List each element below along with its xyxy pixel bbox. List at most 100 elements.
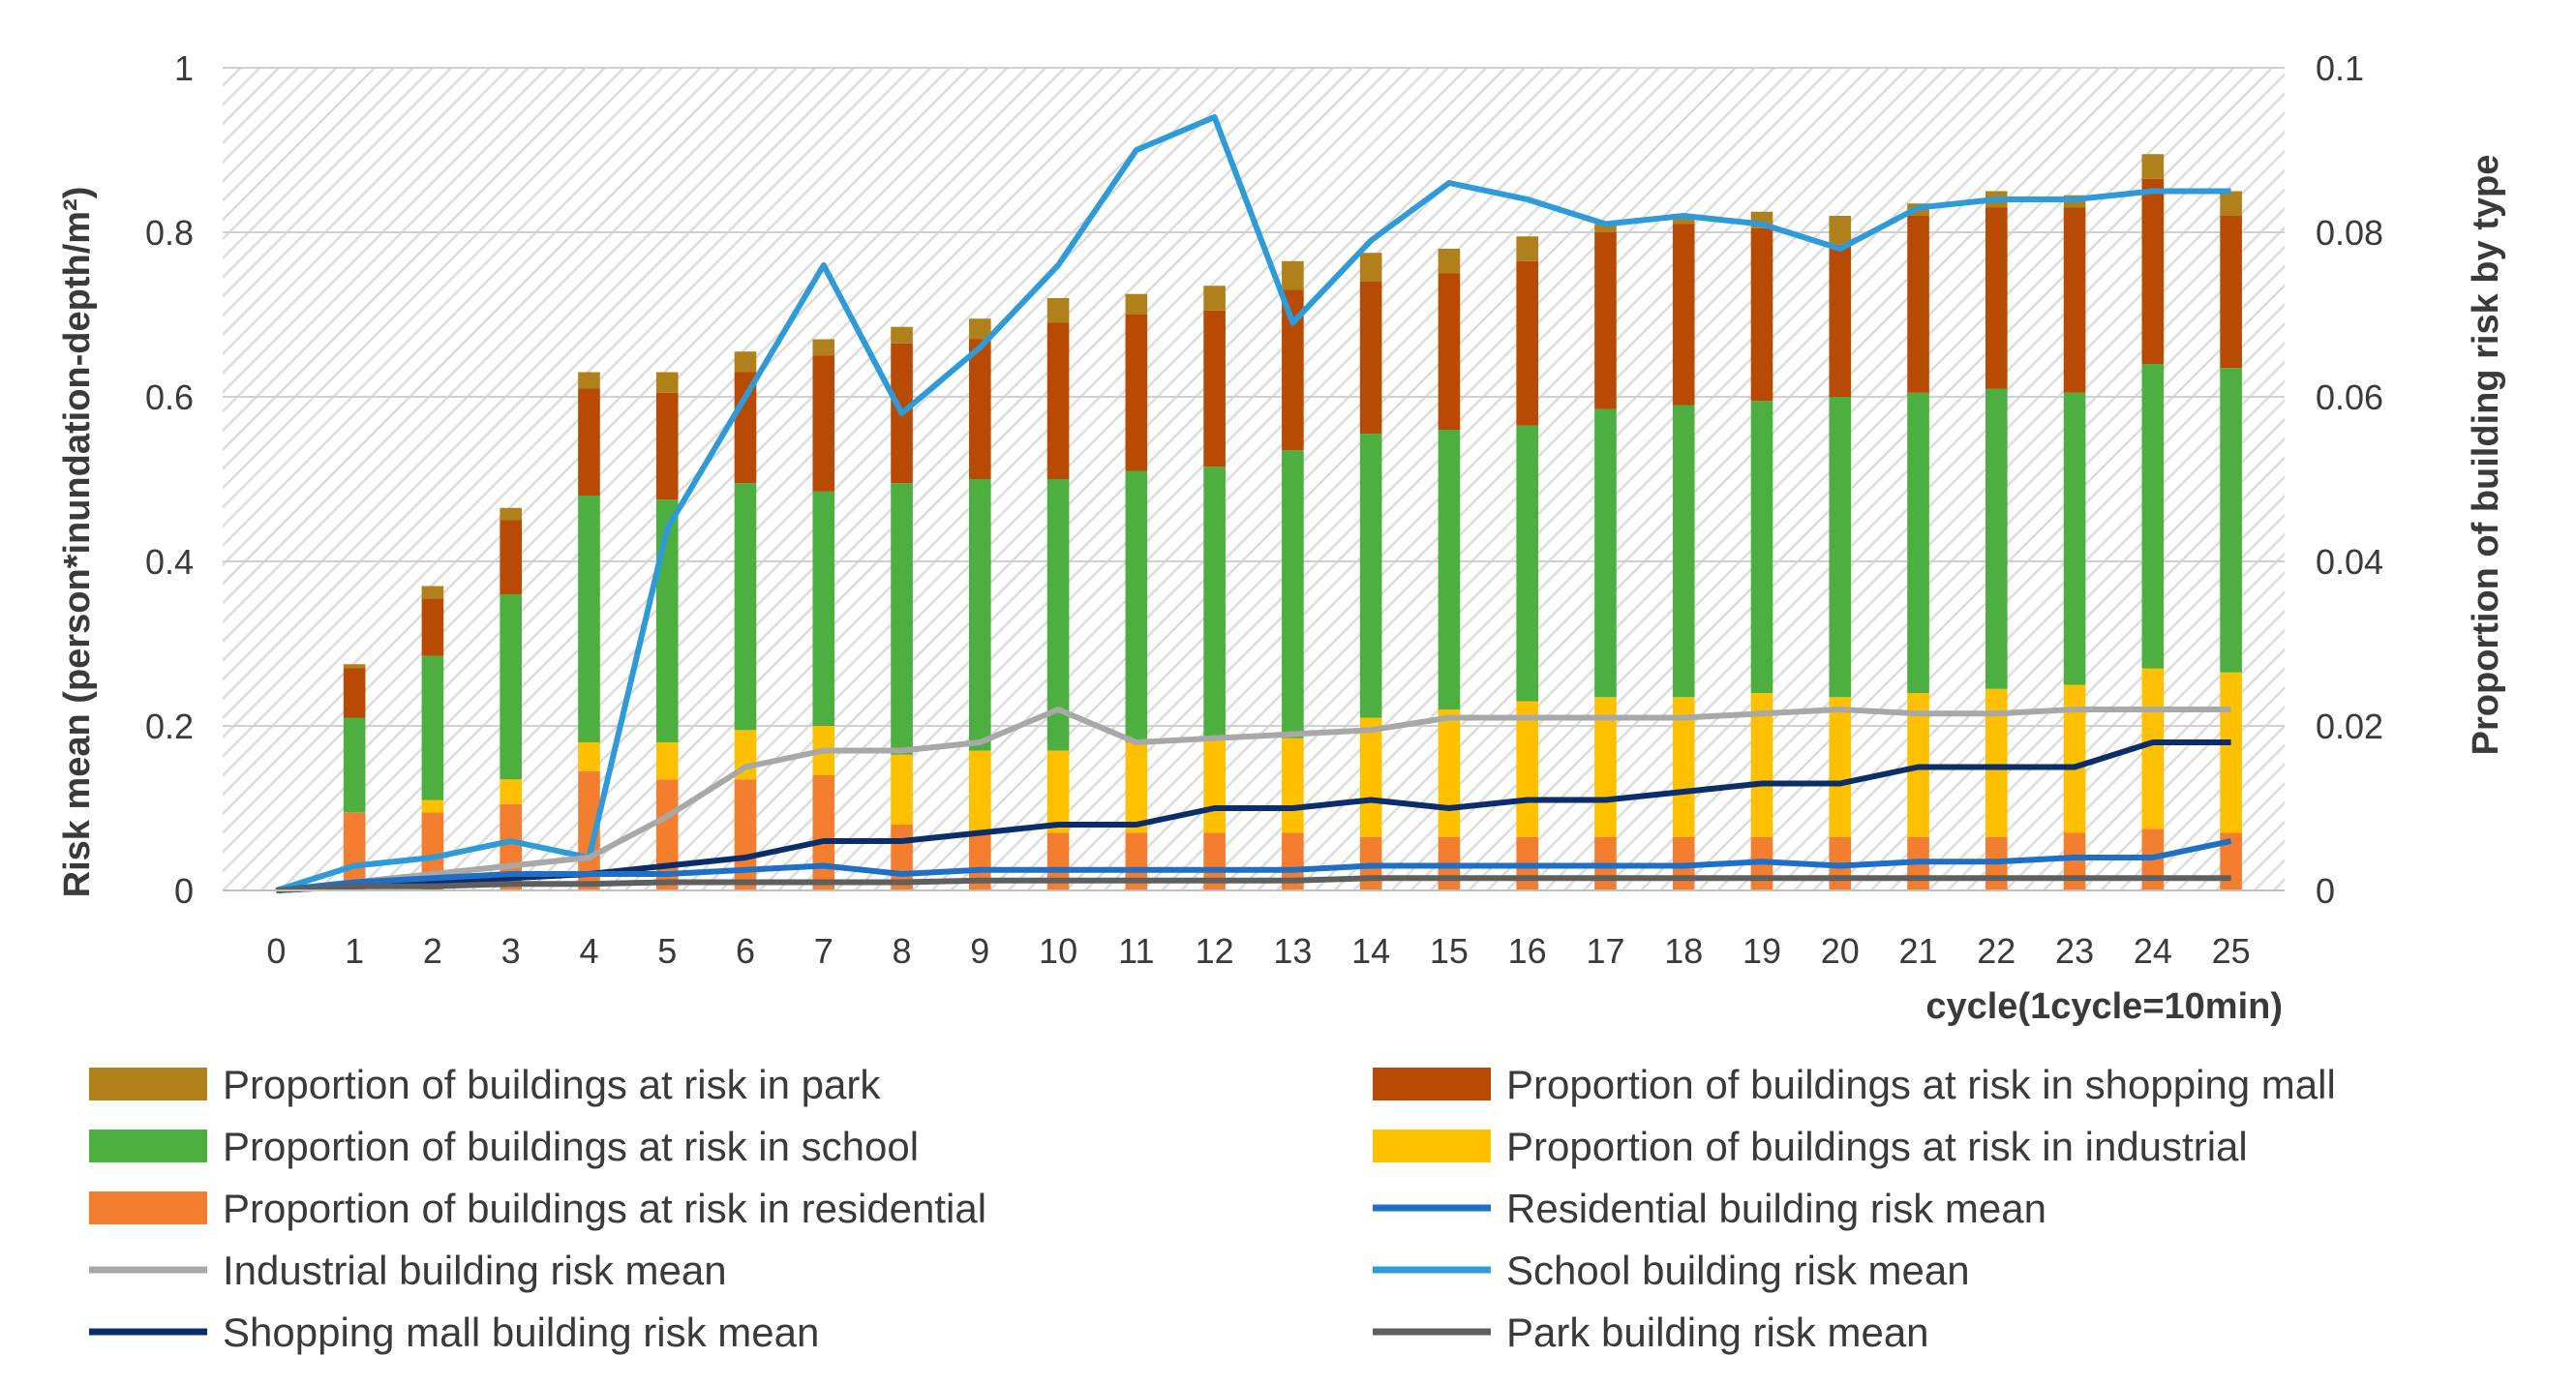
x-tick-label: 21 <box>1899 931 1938 971</box>
bar-segment <box>812 491 835 726</box>
x-tick-label: 4 <box>579 931 598 971</box>
bar-segment <box>1907 216 1929 393</box>
x-tick-label: 20 <box>1821 931 1860 971</box>
bar-segment <box>2220 368 2242 673</box>
bar-segment <box>891 754 913 825</box>
x-tick-label: 2 <box>423 931 442 971</box>
bar-segment <box>1046 298 1070 323</box>
bar-segment <box>1046 479 1070 751</box>
bar-segment <box>969 750 991 833</box>
bar-segment <box>2063 207 2086 393</box>
legend-label: Proportion of buildings at risk in resid… <box>223 1186 986 1231</box>
bar-segment <box>421 655 444 800</box>
x-tick-label: 16 <box>1508 931 1547 971</box>
bar-segment <box>891 483 913 755</box>
bar-segment <box>812 355 835 492</box>
series-line <box>276 707 2231 893</box>
legend-label: Residential building risk mean <box>1506 1186 2046 1231</box>
bar-segment <box>1125 832 1148 890</box>
bar-segment <box>421 586 444 599</box>
bar-segment <box>1985 388 2008 689</box>
legend-label: Proportion of buildings at risk in schoo… <box>223 1124 919 1169</box>
bar-segment <box>1125 293 1148 315</box>
x-tick-label: 25 <box>2212 931 2251 971</box>
x-tick-label: 8 <box>893 931 912 971</box>
bar-segment <box>1750 227 1773 402</box>
legend-label: Industrial building risk mean <box>223 1248 727 1293</box>
bar-segment <box>969 479 991 751</box>
legend: Proportion of buildings at risk in park P… <box>89 1062 2336 1355</box>
bar-segment <box>421 598 444 656</box>
bar-segment <box>1203 286 1226 311</box>
y-right-tick-label: 0.06 <box>2316 377 2383 417</box>
y-left-tick-label: 0.8 <box>145 213 194 253</box>
bar-segment <box>1672 216 1695 225</box>
x-tick-label: 12 <box>1196 931 1234 971</box>
x-tick-label: 7 <box>814 931 833 971</box>
bar-segment <box>891 326 913 344</box>
y-left-tick-label: 0.2 <box>145 707 194 746</box>
legend-swatch <box>89 1130 207 1162</box>
bar-segment <box>1282 450 1304 738</box>
bar-segment <box>1203 467 1226 738</box>
bar-segment <box>1282 832 1304 890</box>
bar-segment <box>734 351 757 373</box>
bar-segment <box>500 779 522 804</box>
bar-segment <box>1203 310 1226 467</box>
legend-label: Proportion of buildings at risk in indus… <box>1506 1124 2248 1169</box>
x-tick-label: 1 <box>345 931 364 971</box>
bar-segment <box>500 594 522 780</box>
bar-segment <box>343 717 366 813</box>
bar-segment <box>969 318 991 340</box>
legend-label: Proportion of buildings at risk in shopp… <box>1506 1062 2336 1107</box>
y-right-tick-label: 0.08 <box>2316 213 2383 253</box>
bar-segment <box>1282 289 1304 451</box>
x-tick-label: 11 <box>1118 931 1154 971</box>
series-line <box>276 838 2232 893</box>
bar-segment <box>1282 738 1304 833</box>
legend-label: School building risk mean <box>1506 1248 1970 1293</box>
x-axis-title: cycle(1cycle=10min) <box>1925 986 2283 1027</box>
bar-segment <box>734 483 757 731</box>
bar-segment <box>734 779 757 890</box>
bar-segment <box>1594 224 1617 232</box>
bar-segment <box>1672 224 1695 406</box>
legend-swatch <box>89 1068 207 1100</box>
bar-segment <box>1282 260 1304 290</box>
y-left-axis-title: Risk mean (person*inundation-depth/m²) <box>57 187 98 898</box>
bar-segment <box>1672 697 1695 837</box>
series-line <box>275 114 2231 893</box>
y-right-tick-label: 0 <box>2316 871 2335 911</box>
bar-segment <box>343 664 366 669</box>
x-tick-label: 22 <box>1977 931 2015 971</box>
bar-segment <box>1516 236 1538 261</box>
bar-segment <box>1516 701 1538 837</box>
bar-segment <box>1438 273 1461 430</box>
bar-segment <box>1750 693 1773 837</box>
legend-label: Proportion of buildings at risk in park <box>223 1062 881 1107</box>
bar-segment <box>1985 688 2008 837</box>
bar-segment <box>1829 244 1852 397</box>
x-tick-label: 17 <box>1586 931 1624 971</box>
bar-segment <box>2063 392 2086 685</box>
x-tick-label: 5 <box>657 931 677 971</box>
bar-segment <box>1516 260 1538 426</box>
bar-segment <box>1359 717 1382 837</box>
bar-segment <box>1359 282 1382 435</box>
bar-segment <box>2141 668 2165 829</box>
risk-mean-lines <box>275 114 2232 893</box>
bar-segment <box>578 742 600 771</box>
bar-segment <box>343 812 366 890</box>
bar-segment <box>2141 154 2165 179</box>
bar-segment <box>500 507 522 521</box>
x-tick-label: 6 <box>736 931 755 971</box>
bar-segment <box>969 832 991 890</box>
series-line <box>276 875 2231 893</box>
bar-segment <box>1046 322 1070 479</box>
y-left-tick-label: 0 <box>174 871 194 911</box>
bar-segment <box>1750 401 1773 693</box>
bar-segment <box>1516 425 1538 702</box>
bar-segment <box>812 339 835 356</box>
bar-segment <box>1672 405 1695 698</box>
